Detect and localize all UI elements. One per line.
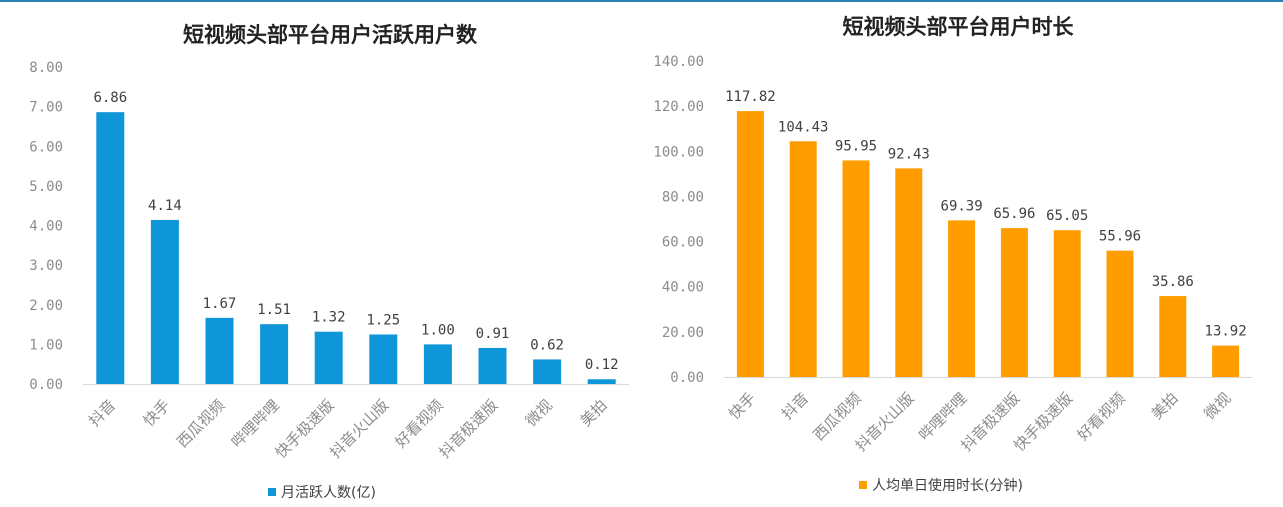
y-tick-label: 3.00 (29, 258, 63, 274)
y-tick-label: 0.00 (29, 377, 63, 393)
data-label: 4.14 (148, 198, 182, 214)
y-tick-label: 120.00 (653, 99, 704, 115)
bar-3 (260, 324, 289, 384)
data-label: 1.67 (203, 296, 237, 312)
bar-8 (1159, 296, 1187, 377)
data-label: 95.95 (835, 138, 877, 154)
data-label: 1.00 (421, 322, 455, 338)
category-label: 快手极速版 (272, 396, 338, 462)
data-label: 0.12 (585, 357, 619, 373)
data-label: 1.51 (257, 302, 291, 318)
legend-swatch (859, 481, 867, 489)
category-label: 抖音火山版 (326, 396, 392, 462)
category-label: 美拍 (577, 396, 611, 430)
bar-9 (1212, 345, 1240, 377)
category-label: 西瓜视频 (810, 389, 865, 444)
category-label: 快手 (140, 396, 174, 430)
bar-7 (1106, 250, 1134, 377)
bar-3 (895, 168, 923, 377)
category-label: 西瓜视频 (173, 396, 228, 451)
y-tick-label: 8.00 (29, 60, 63, 76)
y-tick-label: 40.00 (662, 280, 704, 296)
data-label: 65.05 (1046, 208, 1088, 224)
y-tick-label: 7.00 (29, 100, 63, 116)
bar-7 (478, 347, 507, 384)
bar-5 (369, 334, 398, 384)
chart-usage-duration: 短视频头部平台用户时长 0.00 20.00 40.00 60.00 80.00 100.… (640, 0, 1283, 507)
top-border-line (0, 0, 1283, 2)
y-tick-label: 4.00 (29, 219, 63, 235)
category-label: 抖音极速版 (436, 396, 502, 462)
category-label: 微视 (1200, 389, 1234, 423)
bar-8 (533, 359, 562, 384)
chart-title: 短视频头部平台用户时长 (843, 14, 1075, 39)
chart-usage-duration-svg: 短视频头部平台用户时长 0.00 20.00 40.00 60.00 80.00 100.… (653, 14, 1252, 494)
legend-swatch (268, 488, 276, 496)
category-label: 美拍 (1148, 389, 1182, 423)
data-label: 1.32 (312, 310, 346, 326)
y-tick-label: 80.00 (662, 189, 704, 205)
y-tick-label: 1.00 (29, 337, 63, 353)
data-label: 55.96 (1099, 229, 1141, 245)
data-label: 35.86 (1152, 274, 1194, 290)
legend-label: 人均单日使用时长(分钟) (872, 477, 1023, 494)
category-label: 哔哩哔哩 (915, 389, 970, 444)
bar-0 (736, 111, 764, 378)
y-tick-label: 20.00 (662, 325, 704, 341)
category-label: 抖音 (778, 389, 812, 423)
category-label: 哔哩哔哩 (228, 396, 283, 451)
y-tick-label: 2.00 (29, 298, 63, 314)
chart-title: 短视频头部平台用户活跃用户数 (183, 22, 478, 47)
data-label: 13.92 (1205, 324, 1247, 340)
y-tick-label: 0.00 (670, 370, 704, 386)
bar-2 (205, 317, 234, 384)
data-label: 92.43 (888, 146, 930, 162)
bar-1 (789, 141, 817, 377)
data-label: 117.82 (725, 89, 776, 105)
y-tick-label: 6.00 (29, 139, 63, 155)
category-label: 好看视频 (392, 396, 447, 451)
legend-label: 月活跃人数(亿) (281, 485, 376, 501)
y-tick-label: 100.00 (653, 144, 704, 160)
data-label: 0.62 (530, 337, 564, 353)
y-tick-label: 5.00 (29, 179, 63, 195)
data-label: 69.39 (941, 198, 983, 214)
data-label: 65.96 (993, 206, 1035, 222)
bar-6 (1053, 230, 1081, 377)
bar-0 (96, 112, 125, 385)
bar-4 (314, 331, 343, 384)
data-label: 104.43 (778, 119, 829, 135)
bar-6 (423, 344, 452, 384)
data-label: 0.91 (476, 326, 510, 342)
bar-5 (1000, 228, 1028, 377)
chart-active-users-svg: 短视频头部平台用户活跃用户数 0.00 1.00 2.00 3.00 4.00 5.00 6… (29, 22, 629, 501)
category-label: 快手 (725, 389, 759, 423)
chart-active-users: 短视频头部平台用户活跃用户数 0.00 1.00 2.00 3.00 4.00 5.00 6… (0, 0, 640, 507)
bar-9 (587, 379, 616, 384)
data-label: 1.25 (366, 312, 400, 328)
y-tick-label: 140.00 (653, 54, 704, 70)
bar-1 (150, 219, 179, 384)
category-label: 好看视频 (1074, 389, 1129, 444)
category-label: 微视 (522, 396, 556, 430)
category-label: 抖音 (85, 396, 119, 430)
bar-4 (948, 220, 976, 377)
y-tick-label: 60.00 (662, 235, 704, 251)
data-label: 6.86 (93, 90, 127, 106)
bar-2 (842, 160, 870, 377)
